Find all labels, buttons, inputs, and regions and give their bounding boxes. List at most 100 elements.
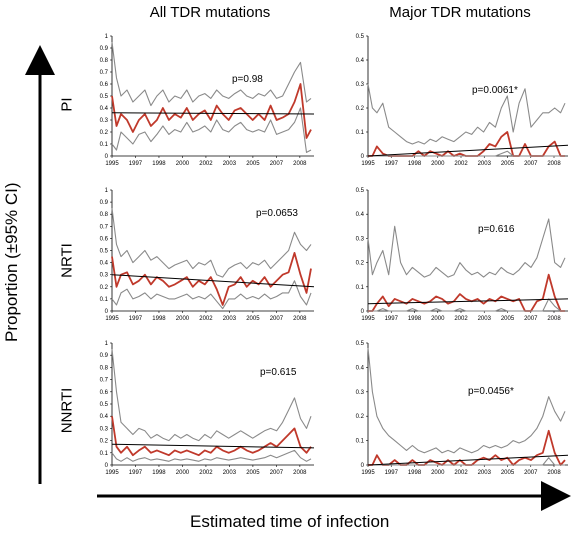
x-tick-label: 2007	[524, 161, 538, 167]
y-tick-label: 0.1	[100, 451, 109, 457]
y-tick-label: 0.3	[356, 236, 365, 242]
y-tick-label: 0	[105, 154, 109, 160]
y-tick-label: 0.4	[356, 58, 365, 64]
x-tick-label: 1997	[385, 470, 399, 476]
x-tick-label: 2007	[524, 316, 538, 322]
y-tick-label: 0.5	[356, 188, 365, 194]
x-tick-label: 2000	[431, 470, 445, 476]
y-tick-label: 1	[105, 188, 109, 194]
x-tick-label: 2005	[246, 470, 260, 476]
y-tick-label: 0	[105, 463, 109, 469]
y-tick-label: 0.4	[100, 106, 109, 112]
x-tick-label: 1997	[129, 161, 143, 167]
x-tick-label: 2005	[501, 161, 515, 167]
panel-pi-major: 0 0.1 0.2 0.3 0.4 0.5 1995 1997 1998 2000 2002 2003…	[356, 34, 569, 167]
series-lower-line	[111, 449, 312, 462]
series-lower-line	[368, 150, 565, 157]
y-tick-label: 0	[361, 309, 365, 315]
x-tick-label: 1998	[152, 470, 166, 476]
p-value-label: p=0.615	[260, 367, 297, 378]
y-tick-label: 0.6	[100, 82, 109, 88]
x-tick-label: 2002	[199, 316, 213, 322]
y-tick-label: 0.6	[100, 390, 109, 396]
p-value-label: p=0.0061*	[472, 85, 518, 96]
x-tick-label: 1995	[105, 470, 119, 476]
x-tick-label: 1997	[385, 316, 399, 322]
p-value-label: p=0.616	[478, 224, 515, 235]
y-tick-label: 0.7	[100, 378, 109, 384]
y-tick-label: 0.1	[100, 297, 109, 303]
x-tick-label: 1995	[361, 161, 375, 167]
series-estimate-line	[368, 131, 565, 157]
y-tick-label: 0.5	[100, 402, 109, 408]
x-tick-label: 2005	[246, 161, 260, 167]
y-tick-label: 0.9	[100, 353, 109, 359]
x-tick-label: 2003	[223, 161, 237, 167]
y-tick-label: 0.1	[356, 285, 365, 291]
x-tick-label: 2007	[524, 470, 538, 476]
series-estimate-line	[368, 273, 565, 312]
y-tick-label: 0.8	[100, 58, 109, 64]
y-tick-label: 0.7	[100, 70, 109, 76]
y-tick-label: 0.3	[100, 118, 109, 124]
x-tick-label: 2003	[478, 161, 492, 167]
x-tick-label: 2002	[454, 316, 468, 322]
trend-line	[111, 443, 315, 449]
y-tick-label: 0.4	[100, 261, 109, 267]
panel-nrti-all: 0 0.1 0.2 0.3 0.4 0.5 0.6 0.7 0.8 0.9 1 1995 1997 199…	[100, 188, 315, 322]
y-tick-label: 0.5	[100, 94, 109, 100]
x-tick-label: 1997	[385, 161, 399, 167]
y-tick-label: 0.5	[100, 249, 109, 255]
y-tick-label: 1	[105, 34, 109, 40]
y-tick-label: 0.2	[356, 414, 365, 420]
x-tick-label: 2002	[454, 470, 468, 476]
y-tick-label: 0.9	[100, 46, 109, 52]
y-tick-label: 0.2	[100, 130, 109, 136]
series-upper-line	[111, 41, 312, 107]
y-tick-label: 0.1	[356, 130, 365, 136]
x-tick-label: 2008	[293, 316, 307, 322]
x-axis-label: Estimated time of infection	[190, 512, 390, 531]
y-tick-label: 0.2	[100, 439, 109, 445]
x-tick-label: 2002	[199, 470, 213, 476]
series-lower-line	[368, 298, 565, 312]
y-tick-label: 0.8	[100, 365, 109, 371]
x-tick-label: 2008	[547, 316, 561, 322]
y-tick-label: 0.4	[356, 365, 365, 371]
series-upper-line	[367, 83, 566, 145]
y-tick-label: 1	[105, 341, 109, 347]
panel-pi-all: 0 0.1 0.2 0.3 0.4 0.5 0.6 0.7 0.8 0.9 1 1995 1997 199…	[100, 34, 315, 167]
x-tick-label: 2005	[501, 316, 515, 322]
x-tick-label: 2007	[270, 470, 284, 476]
x-tick-label: 2008	[293, 470, 307, 476]
trend-line	[111, 112, 315, 115]
trend-line	[367, 144, 569, 157]
x-tick-label: 1997	[129, 470, 143, 476]
x-tick-label: 2008	[547, 161, 561, 167]
x-tick-label: 2000	[431, 161, 445, 167]
column-title-all: All TDR mutations	[149, 4, 271, 21]
series-upper-line	[111, 349, 312, 442]
y-tick-label: 0	[361, 154, 365, 160]
x-tick-label: 2003	[478, 316, 492, 322]
x-tick-label: 1998	[408, 316, 422, 322]
x-tick-label: 1998	[152, 161, 166, 167]
series-lower-line	[368, 457, 565, 466]
trend-line	[367, 298, 569, 305]
y-tick-label: 0.3	[100, 273, 109, 279]
y-tick-label: 0	[361, 463, 365, 469]
x-tick-label: 2005	[501, 470, 515, 476]
x-tick-label: 2008	[293, 161, 307, 167]
y-tick-label: 0.6	[100, 236, 109, 242]
x-tick-label: 2000	[176, 161, 190, 167]
x-tick-label: 2007	[270, 316, 284, 322]
x-tick-label: 2003	[478, 470, 492, 476]
x-tick-label: 2003	[223, 316, 237, 322]
y-tick-label: 0.3	[356, 390, 365, 396]
series-lower-line	[111, 280, 312, 310]
y-tick-label: 0.9	[100, 200, 109, 206]
x-tick-label: 1995	[361, 316, 375, 322]
x-tick-label: 2007	[270, 161, 284, 167]
y-tick-label: 0.2	[356, 106, 365, 112]
y-tick-label: 0.1	[356, 439, 365, 445]
